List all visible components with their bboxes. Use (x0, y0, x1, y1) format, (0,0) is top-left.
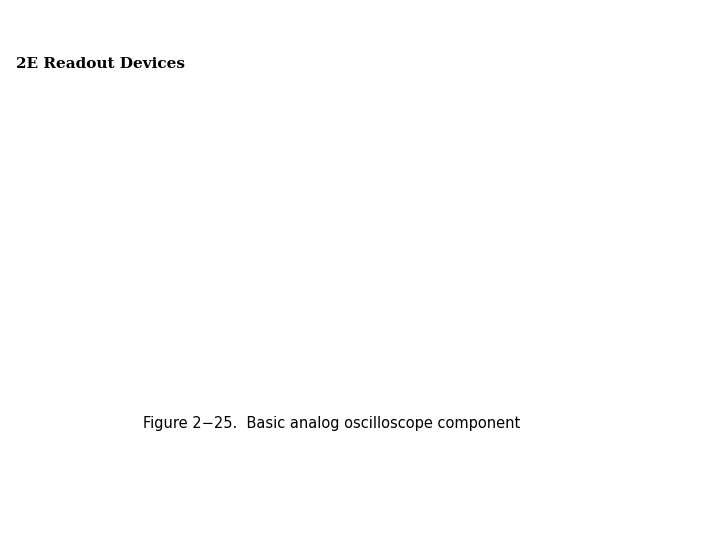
Text: 2E Readout Devices: 2E Readout Devices (16, 57, 185, 71)
Text: Figure 2−25.  Basic analog oscilloscope component: Figure 2−25. Basic analog oscilloscope c… (143, 416, 520, 431)
